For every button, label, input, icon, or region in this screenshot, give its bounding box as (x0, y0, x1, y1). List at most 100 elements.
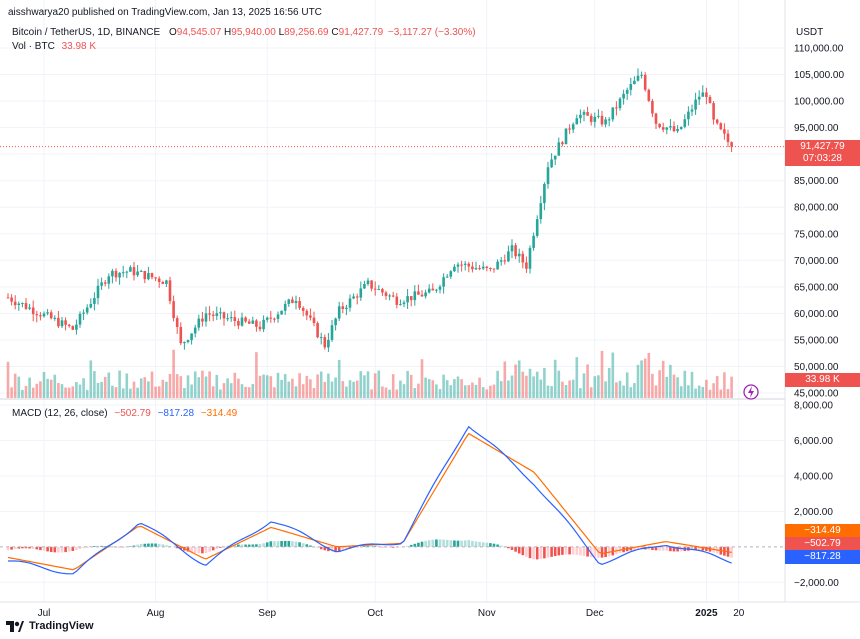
macd-histogram-bar (229, 545, 233, 547)
macd-histogram-bar (64, 546, 67, 553)
volume-bar (564, 385, 568, 398)
macd-histogram-bar (489, 543, 492, 547)
macd-histogram-bar (118, 546, 121, 548)
candle-body (222, 312, 226, 319)
volume-bar (687, 385, 690, 398)
candle-body (370, 280, 373, 289)
price-axis[interactable]: 110,000.00 105,000.00 100,000.00 95,000.00 9… (794, 44, 844, 400)
symbol-name[interactable]: Bitcoin / TetherUS, 1D, BINANCE (12, 27, 161, 38)
macd-histogram-bar (121, 546, 125, 548)
candle-body (175, 318, 179, 328)
macd-histogram-bar (334, 546, 337, 553)
candle-body (64, 320, 67, 325)
candle-body (359, 288, 363, 298)
candle-body (442, 277, 445, 287)
macd-histogram-bar (298, 542, 301, 547)
candle-body (406, 296, 409, 303)
macd-histogram-bar (568, 546, 571, 555)
macd-histogram-bar (71, 546, 75, 551)
candle-body (280, 310, 283, 315)
volume-bar (57, 382, 60, 398)
candle-body (579, 114, 582, 119)
volume-bar (597, 375, 600, 398)
candle-body (67, 324, 71, 327)
candle-body (165, 280, 168, 284)
volume-bar (640, 360, 643, 398)
macd-histogram-bar (373, 546, 377, 547)
macd-histogram-bar (165, 545, 168, 547)
volume-bar (395, 389, 399, 398)
macd-hist-value: −502.79 (114, 408, 151, 419)
candle-body (453, 266, 456, 272)
volume-bar (75, 382, 78, 398)
grid-lines (0, 0, 785, 602)
footer-brand[interactable]: TradingView (6, 620, 94, 632)
volume-bar (179, 376, 183, 398)
volume-bar (636, 364, 640, 398)
volume-bar (327, 373, 330, 398)
candle-body (258, 326, 262, 330)
candle-body (528, 247, 532, 269)
macd-histogram-bar (445, 539, 449, 547)
macd-label[interactable]: MACD (12, 26, close) (12, 408, 108, 419)
volume-bar (276, 372, 280, 398)
candle-body (28, 307, 31, 309)
macd-histogram-bar (215, 546, 219, 549)
volume-label[interactable]: Vol · BTC (12, 41, 55, 52)
price-tick-label: 50,000.00 (794, 362, 839, 373)
macd-axis[interactable]: 8,000.00 6,000.00 4,000.00 2,000.00 −2,000.0… (794, 401, 839, 589)
candle-body (262, 319, 265, 330)
volume-bar (701, 386, 705, 398)
candle-body (463, 263, 467, 265)
candle-body (327, 339, 330, 348)
candle-body (629, 84, 633, 90)
macd-legend: MACD (12, 26, close) −502.79 −817.28 −31… (12, 408, 237, 419)
candle-body (690, 109, 694, 112)
macd-histogram-bar (582, 546, 586, 556)
volume-bar (557, 370, 561, 398)
candle-body (525, 262, 528, 269)
macd-histogram-bar (478, 541, 481, 547)
change-value: −3,117.27 (−3.30%) (387, 27, 476, 38)
candle-body (517, 253, 521, 257)
candle-body (316, 323, 319, 338)
volume-bar (373, 373, 377, 398)
volume-bar (514, 364, 517, 398)
candle-body (17, 303, 21, 306)
volume-bar (46, 378, 49, 398)
volume-bar (611, 352, 615, 398)
candle-body (10, 297, 13, 302)
candle-body (107, 276, 111, 284)
candle-body (532, 235, 535, 248)
macd-histogram-bar (237, 544, 240, 547)
time-axis[interactable]: Jul Aug Sep Oct Nov Dec 2025 20 (38, 608, 745, 619)
volume-bar (330, 381, 334, 398)
volume-bar (669, 364, 672, 398)
volume-bar (125, 373, 129, 398)
macd-histogram-bar (546, 546, 550, 558)
candle-body (420, 294, 424, 297)
volume-bar (201, 370, 204, 398)
macd-histogram-bar (28, 546, 31, 549)
candle-body (600, 115, 604, 125)
currency-label[interactable]: USDT (796, 27, 824, 38)
macd-histogram-bar (420, 541, 424, 547)
candlesticks[interactable] (6, 68, 733, 352)
macd-histogram-bar (543, 546, 546, 559)
published-line: aisshwarya20 published on TradingView.co… (8, 7, 322, 18)
volume-bar (672, 374, 676, 398)
candle-body (355, 296, 359, 298)
volume-bar (269, 376, 273, 398)
lightning-icon[interactable] (743, 384, 759, 400)
volume-bar (460, 379, 463, 398)
volume-bar (582, 373, 586, 398)
candle-body (535, 219, 539, 236)
macd-histogram-bar (24, 546, 28, 549)
candle-body (521, 253, 525, 263)
candle-body (330, 325, 334, 340)
candle-body (697, 96, 701, 100)
candle-body (78, 313, 82, 325)
candle-body (683, 119, 687, 127)
macd-histogram-bar (53, 546, 57, 553)
volume-bar (24, 385, 28, 398)
